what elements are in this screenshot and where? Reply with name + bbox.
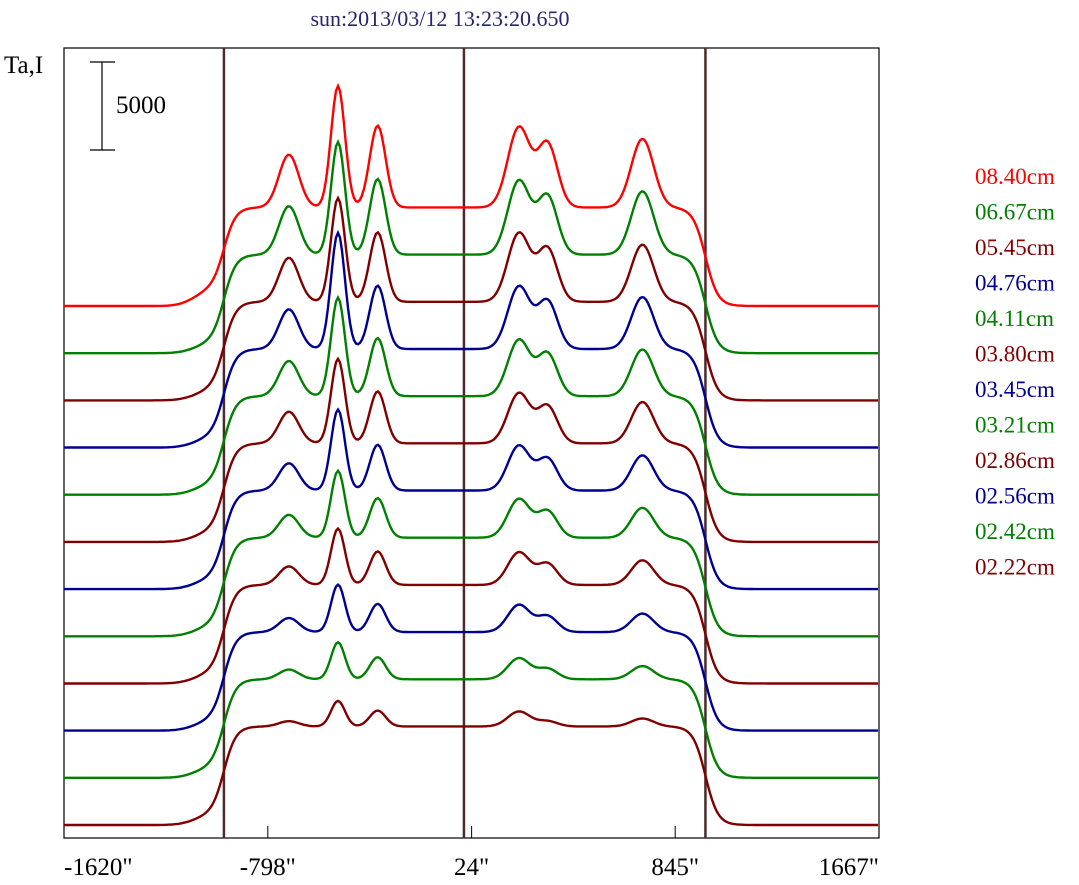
- series-line-02.22cm: [64, 699, 878, 827]
- y-axis-label: Ta,I: [4, 52, 43, 79]
- series-line-02.56cm: [64, 582, 878, 732]
- series-line-06.67cm: [64, 139, 878, 355]
- x-tick-label: -798": [240, 854, 296, 881]
- series-line-04.11cm: [64, 294, 878, 496]
- legend-entry: 03.80cm: [975, 342, 1055, 367]
- legend-entry: 06.67cm: [975, 200, 1055, 225]
- x-tick-label: 845": [651, 854, 699, 881]
- series-line-03.80cm: [64, 356, 878, 544]
- legend-entry: 08.40cm: [975, 164, 1055, 189]
- scale-bar-label: 5000: [116, 92, 166, 119]
- legend-entry: 02.42cm: [975, 519, 1055, 544]
- legend-entry: 04.76cm: [975, 271, 1055, 296]
- series-line-03.21cm: [64, 468, 878, 638]
- legend-entry: 03.45cm: [975, 377, 1055, 402]
- series-line-02.42cm: [64, 640, 878, 779]
- series-line-05.45cm: [64, 195, 878, 402]
- x-tick-label: -1620": [64, 854, 133, 881]
- legend-entry: 04.11cm: [975, 306, 1054, 331]
- legend-entry: 02.56cm: [975, 484, 1055, 509]
- legend-entry: 03.21cm: [975, 413, 1055, 438]
- x-tick-label: 1667": [819, 854, 879, 881]
- scale-bar: 5000: [90, 61, 166, 151]
- chart-title: sun:2013/03/12 13:23:20.650: [310, 6, 569, 31]
- series-line-04.76cm: [64, 229, 878, 449]
- series-line-03.45cm: [64, 407, 878, 591]
- legend-entry: 02.22cm: [975, 555, 1055, 580]
- legend-entry: 05.45cm: [975, 235, 1055, 260]
- legend-entry: 02.86cm: [975, 448, 1055, 473]
- series-line-08.40cm: [64, 82, 878, 308]
- series-line-02.86cm: [64, 526, 878, 685]
- x-tick-label: 24": [454, 854, 489, 881]
